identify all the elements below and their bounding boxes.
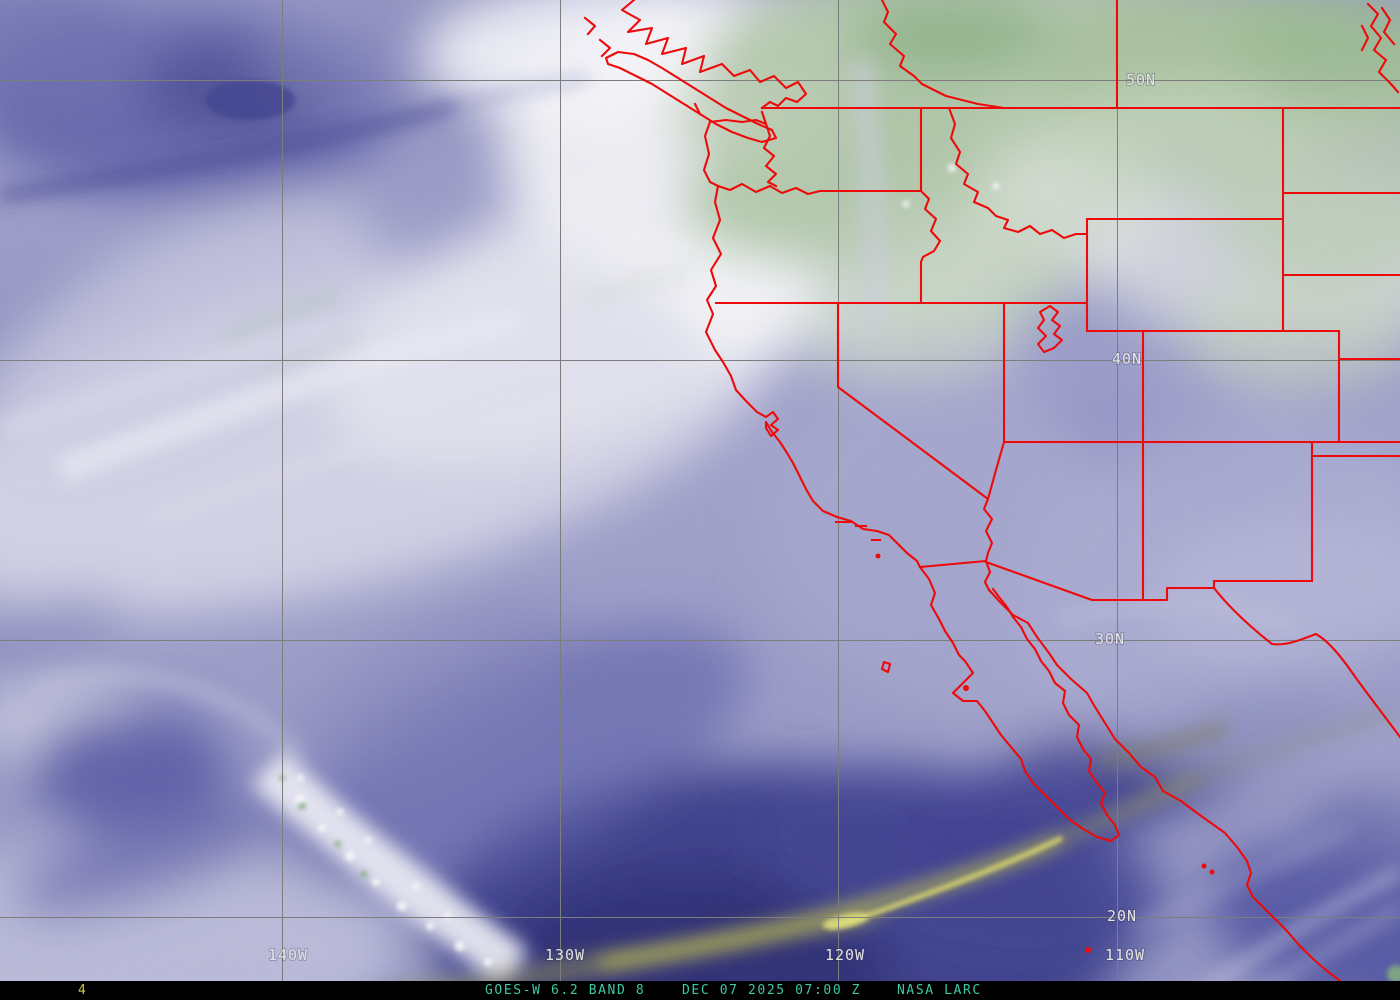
coastline-washington	[702, 120, 720, 188]
manitoba-lakes-outline	[1360, 2, 1400, 94]
frame-number: 4	[78, 983, 88, 998]
island-dot-san-clemente	[875, 553, 881, 559]
coastline-mexico-mainland	[987, 588, 1343, 981]
latitude-label-30n: 30N	[1095, 630, 1125, 648]
island-dot-tres-marias-2	[1209, 869, 1215, 875]
coastline-baja-california	[918, 565, 1121, 843]
border-us-mexico	[918, 559, 1400, 739]
island-dot-isabel	[1085, 947, 1091, 953]
state-borders-western-us	[714, 0, 1400, 602]
island-dot-tres-marias-1	[1201, 863, 1207, 869]
map-boundaries-layer	[583, 0, 1400, 981]
great-salt-lake-outline	[1036, 304, 1064, 354]
caption-bar: 4 GOES-W 6.2 BAND 8 DEC 07 2025 07:00 Z …	[0, 981, 1400, 1000]
coastline-british-columbia	[620, 0, 808, 110]
border-washington-oregon	[716, 182, 923, 196]
island-dot-cedros	[963, 685, 969, 691]
longitude-label-110w: 110W	[1105, 946, 1145, 964]
latitude-label-20n: 20N	[1107, 907, 1137, 925]
coastline-bc-islands	[583, 16, 612, 58]
latitude-label-50n: 50N	[1126, 71, 1156, 89]
longitude-label-120w: 120W	[825, 946, 865, 964]
longitude-label-130w: 130W	[545, 946, 585, 964]
longitude-label-140w: 140W	[268, 946, 308, 964]
caption-datetime: DEC 07 2025 07:00 Z	[682, 983, 862, 998]
coastline-vancouver-island	[604, 50, 778, 144]
latitude-label-40n: 40N	[1112, 350, 1142, 368]
caption-product: GOES-W 6.2 BAND 8	[485, 983, 646, 998]
coastline-puget-sound	[708, 110, 778, 188]
guadalupe-island	[880, 660, 892, 674]
channel-islands	[834, 520, 882, 542]
coastline-pacific-west	[704, 184, 922, 569]
caption-credit: NASA LARC	[897, 983, 982, 998]
